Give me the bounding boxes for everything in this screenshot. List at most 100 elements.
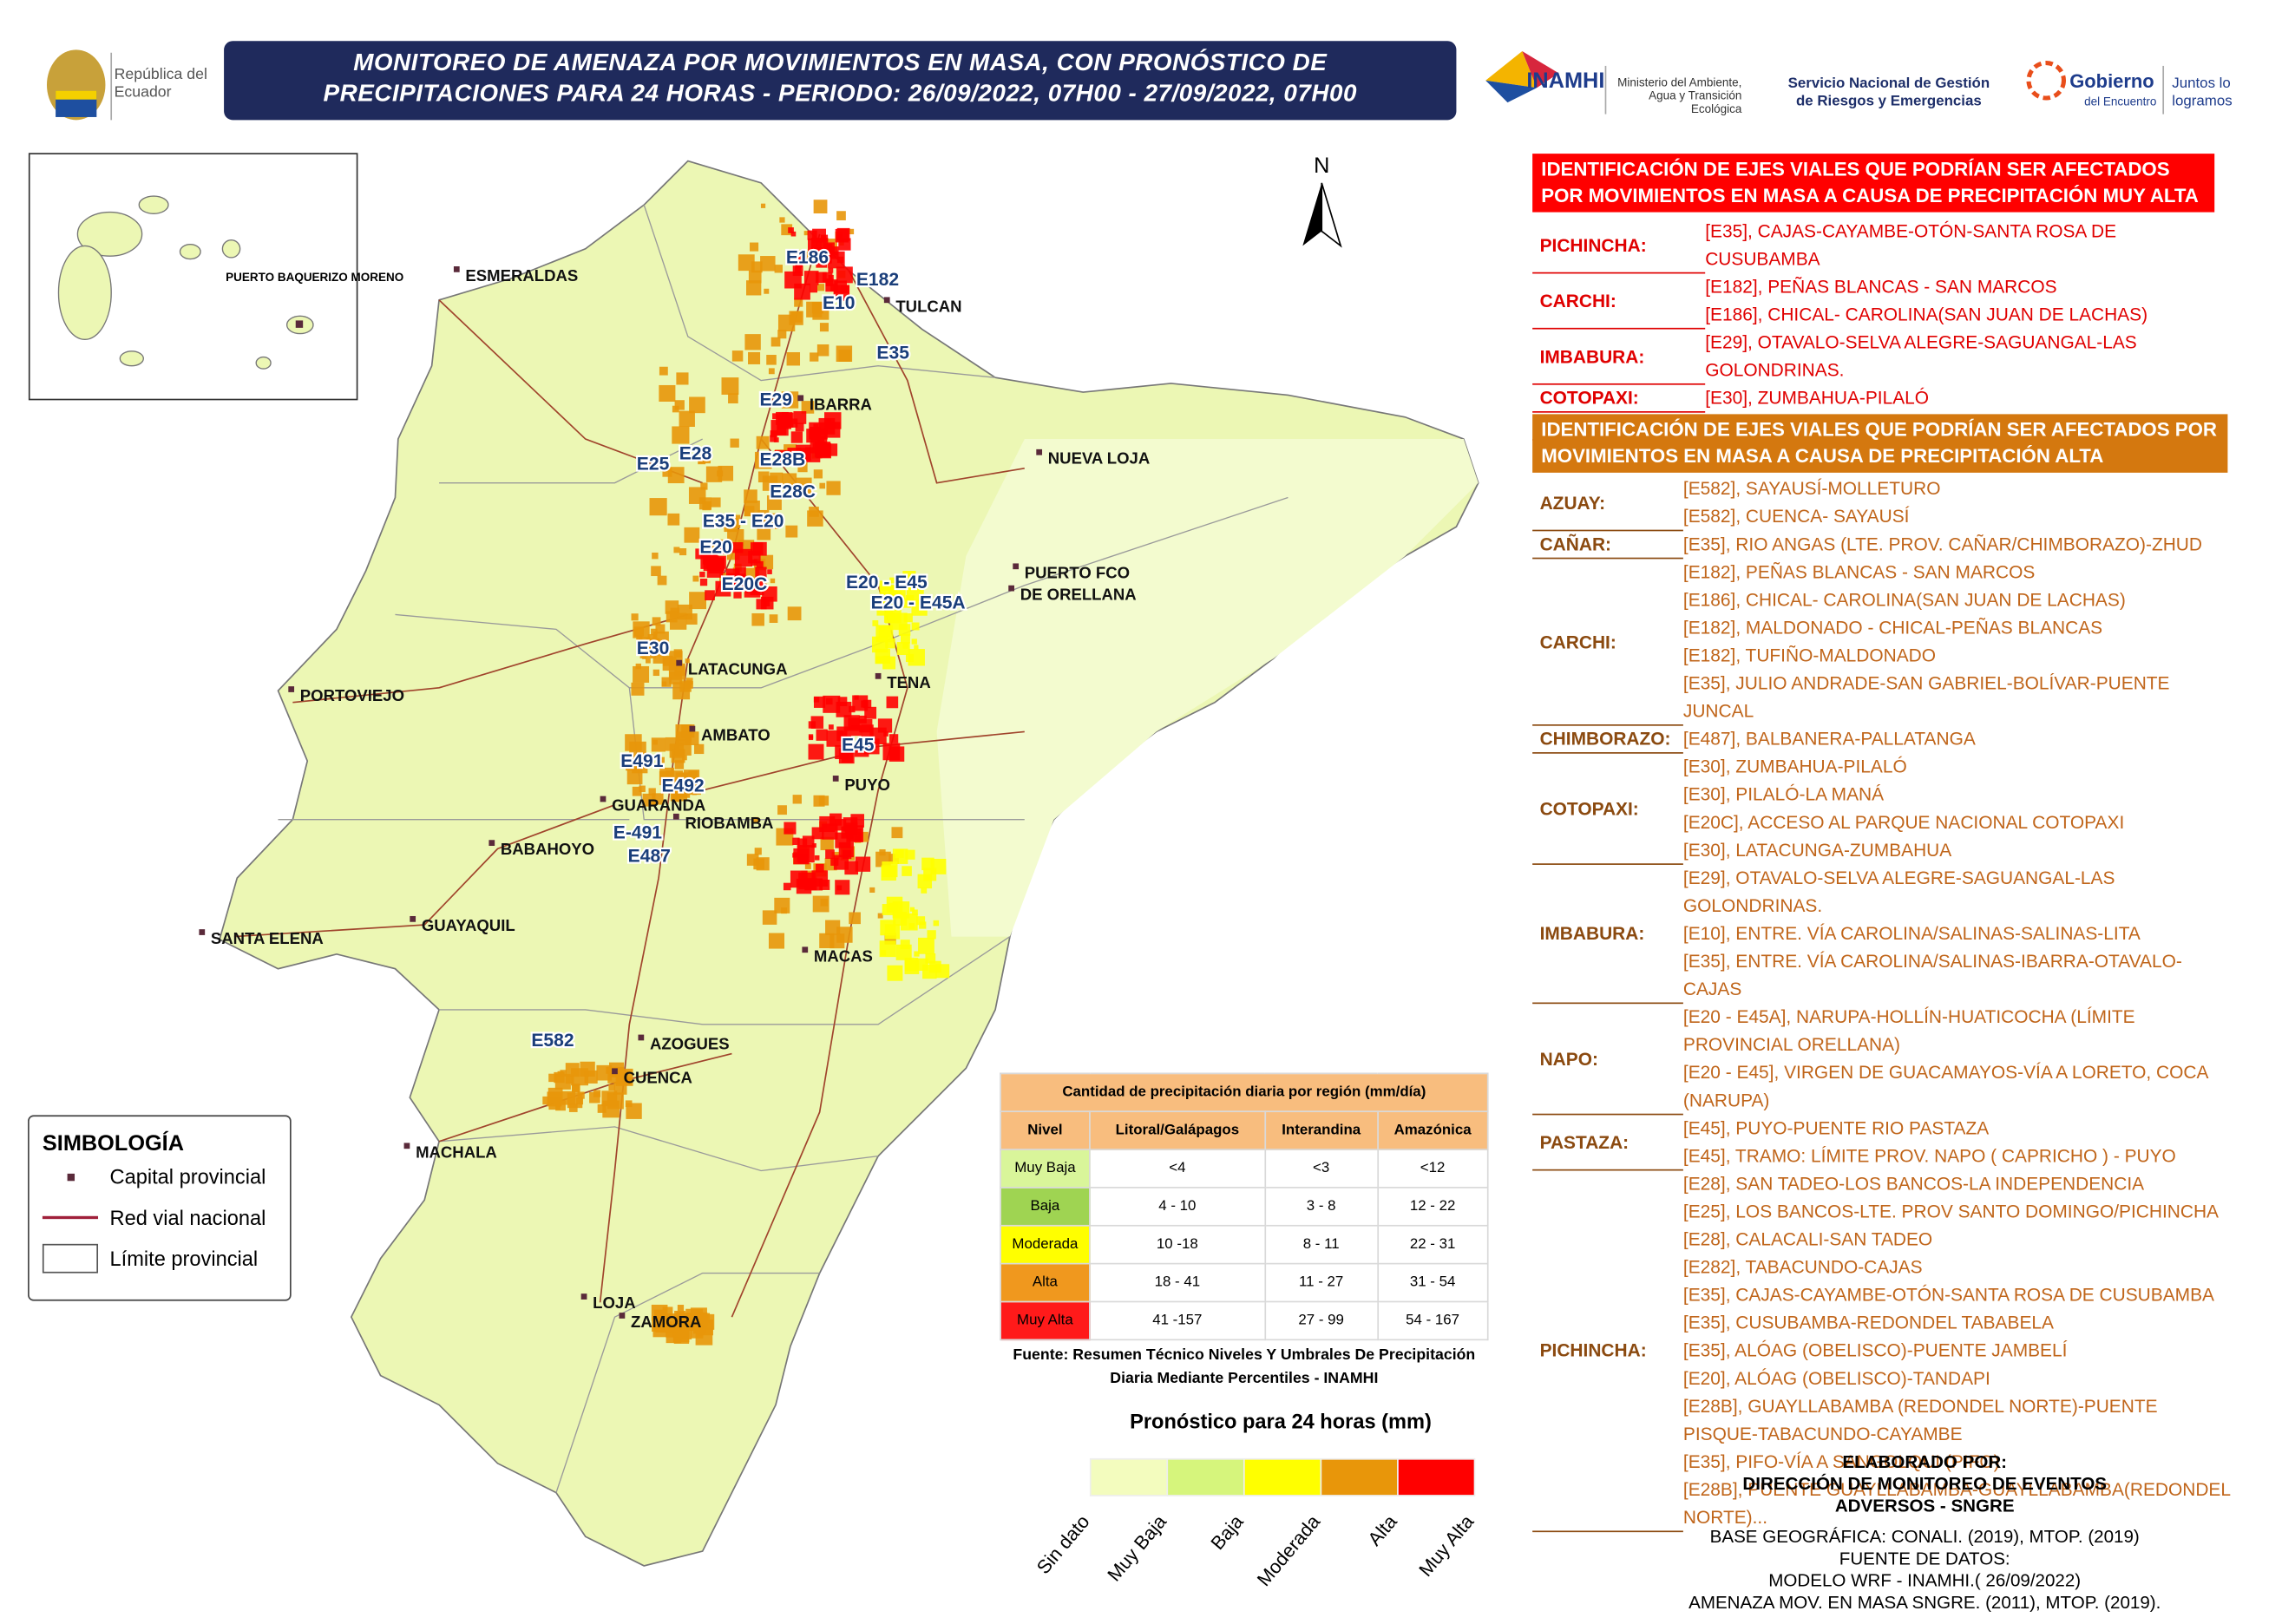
hazard-cell (882, 861, 898, 878)
province: PASTAZA: (1532, 1115, 1683, 1171)
table-row: Alta 18 - 41 11 - 27 31 - 54 (1000, 1262, 1489, 1303)
road-entry: [E29], OTAVALO-SELVA ALEGRE-SAGUANGAL-LA… (1682, 868, 2115, 916)
road-entry: [E35], CUSUBAMBA-REDONDEL TABABELA (1682, 1313, 2054, 1333)
hazard-cell (757, 509, 770, 522)
table-header-row: Nivel Litoral/Galápagos Interandina Amazóni… (1000, 1110, 1489, 1150)
table-row: Baja 4 - 10 3 - 8 12 - 22 (1000, 1187, 1489, 1227)
hazard-cell (667, 467, 685, 484)
capital-marker (832, 776, 839, 782)
hazard-cell (679, 772, 688, 783)
roads: [E29], OTAVALO-SELVA ALEGRE-SAGUANGAL-LA… (1705, 330, 2232, 385)
level-cell: Alta (1000, 1262, 1091, 1303)
table-cell: <3 (1263, 1149, 1379, 1189)
hazard-cell (764, 288, 770, 294)
hazard-cell (685, 613, 698, 625)
hazard-cell (835, 880, 850, 895)
hazard-cell (786, 352, 801, 366)
road-label: E28B (759, 449, 805, 469)
roads: [E29], OTAVALO-SELVA ALEGRE-SAGUANGAL-LA… (1683, 865, 2233, 1004)
hazard-cell (838, 841, 854, 858)
hazard-cell (754, 451, 772, 469)
hazard-cell (808, 721, 816, 729)
hazard-cell (846, 825, 863, 842)
city-label: AMBATO (701, 726, 770, 744)
table-row: Moderada 10 -18 8 - 11 22 - 31 (1000, 1224, 1489, 1265)
hazard-cell (813, 697, 820, 703)
hazard-cell (882, 656, 896, 670)
hazard-cell (917, 874, 933, 889)
road (233, 803, 615, 938)
road-entry: [E45], PUYO-PUENTE RIO PASTAZA (1682, 1117, 1990, 1139)
symbol-road (42, 1215, 99, 1220)
hazard-cell (684, 527, 700, 543)
province: AZUAY: (1532, 475, 1683, 532)
hazard-cell (900, 940, 910, 950)
province-boundary (439, 438, 703, 484)
hazard-cell (869, 887, 875, 893)
hazard-cell (688, 487, 706, 504)
road-label: E20C (722, 574, 768, 594)
capital-marker (199, 929, 206, 935)
hazard-cell (908, 923, 915, 929)
road-group: IMBABURA: [E29], OTAVALO-SELVA ALEGRE-SAG… (1532, 330, 2232, 385)
province: CARCHI: (1532, 559, 1683, 726)
hazard-cell (803, 271, 819, 285)
hazard-cell (762, 586, 777, 602)
hazard-cell (694, 1312, 708, 1326)
hazard-cell (756, 435, 770, 449)
hazard-cell (699, 571, 705, 578)
north-arrow (1302, 182, 1322, 246)
hazard-cell (877, 913, 883, 919)
hazard-cell (811, 827, 824, 840)
roads: [E30], ZUMBAHUA-PILALÓ [E30], PILALÓ-LA M… (1683, 754, 2233, 865)
hazard-cell (638, 757, 644, 763)
legend: SIMBOLOGÍA Capital provincial Red vial na… (28, 1115, 292, 1301)
hazard-cell (841, 751, 853, 763)
hazard-cell (828, 267, 834, 273)
capital-marker (672, 813, 679, 820)
road-entry: [E182], TUFIÑO-MALDONADO (1682, 645, 1937, 666)
hazard-cell (716, 543, 722, 548)
hazard-cell (584, 1071, 589, 1077)
road-group: NAPO: [E20 - E45A], NARUPA-HOLLÍN-HUATICO… (1532, 1004, 2232, 1116)
road-label: E35 (876, 343, 909, 363)
hazard-cell (698, 456, 706, 465)
hazard-cell (834, 819, 847, 831)
table-cell: 3 - 8 (1263, 1187, 1379, 1227)
hazard-cell (807, 230, 817, 240)
hazard-cell (808, 734, 814, 739)
hazard-cell (803, 231, 809, 236)
inamhi: INAMHI (1526, 69, 1605, 94)
hazard-cell (661, 677, 672, 687)
hazard-cell (785, 525, 798, 538)
hazard-cell (782, 473, 797, 488)
hazard-cell (848, 228, 855, 235)
hazard-cell (695, 548, 706, 560)
city-label: LATACUNGA (688, 660, 788, 678)
hazard-cell (679, 548, 687, 556)
hazard-cell (572, 1084, 580, 1093)
capital-marker (883, 297, 890, 304)
hazard-cell (830, 857, 839, 866)
hazard-cell (821, 252, 829, 260)
roads: [E35], CAJAS-CAYAMBE-OTÓN-SANTA ROSA DE … (1705, 218, 2232, 273)
city-label: NUEVA LOJA (1048, 449, 1150, 468)
road-entry: [E30], ZUMBAHUA-PILALÓ (1705, 388, 1930, 409)
hazard-cell (625, 1100, 633, 1108)
symbol-capital (66, 1173, 75, 1181)
road-label: E20 - E45A (871, 593, 966, 613)
road-entry: [E28], SAN TADEO-LOS BANCOS-LA INDEPENDE… (1682, 1173, 2145, 1195)
hazard-cell (819, 482, 826, 489)
inamhi-logo (1485, 80, 1538, 103)
hazard-cell (788, 418, 798, 428)
coat-of-arms (56, 90, 97, 100)
hazard-cell (762, 910, 777, 925)
hazard-cell (651, 628, 658, 636)
road-label: E30 (637, 638, 670, 658)
hazard-cell (716, 546, 725, 554)
hazard-cell (816, 863, 824, 873)
hazard-cell (879, 580, 889, 591)
scale-box (1397, 1457, 1476, 1496)
capital-marker (802, 946, 809, 953)
table-header: Litoral/Galápagos (1089, 1110, 1266, 1150)
